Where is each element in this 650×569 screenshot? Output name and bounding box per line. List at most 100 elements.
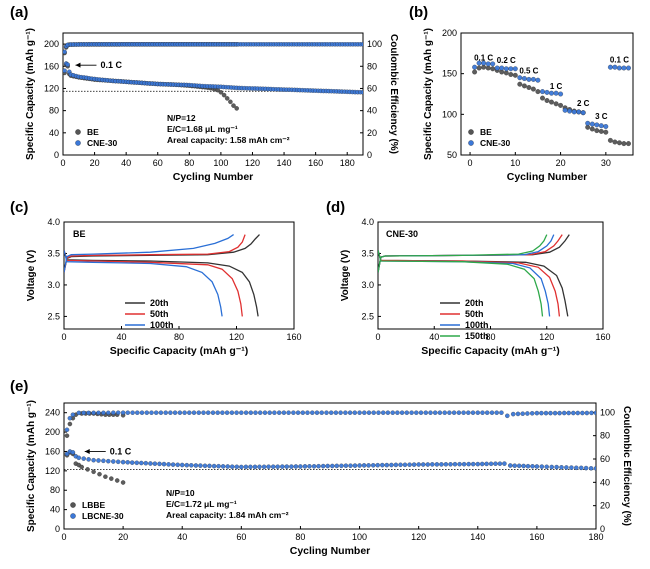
- data-point: [553, 101, 559, 107]
- data-point: [239, 410, 244, 415]
- y2-tick-label: 0: [600, 524, 605, 534]
- data-point: [300, 410, 306, 415]
- x-tick-label: 40: [121, 158, 131, 168]
- data-point: [307, 464, 312, 469]
- panel-label: (d): [326, 199, 345, 216]
- data-point: [481, 64, 487, 70]
- data-point: [120, 410, 126, 415]
- x-tick-label: 160: [286, 332, 301, 342]
- data-point: [198, 463, 203, 468]
- info-line: E/C=1.68 μL mg⁻¹: [167, 124, 238, 134]
- data-point: [360, 42, 363, 47]
- data-point: [243, 410, 249, 415]
- legend-swatch: [75, 140, 81, 146]
- x-tick-label: 160: [595, 332, 610, 342]
- data-point: [270, 464, 276, 469]
- series-line: [64, 250, 223, 317]
- data-point: [539, 464, 545, 469]
- data-point: [70, 450, 76, 455]
- data-point: [461, 410, 466, 415]
- data-point: [91, 457, 96, 463]
- x-tick-label: 140: [277, 158, 292, 168]
- x-tick-label: 180: [340, 158, 355, 168]
- series-group: [64, 234, 260, 317]
- data-point: [135, 410, 140, 415]
- data-point: [224, 96, 230, 101]
- panel-label: (e): [10, 378, 28, 395]
- data-point: [476, 65, 482, 71]
- data-point: [603, 124, 609, 129]
- info-line: N/P=12: [167, 113, 196, 123]
- series-line: [378, 234, 570, 273]
- y2-tick-label: 20: [600, 501, 610, 511]
- data-point: [228, 99, 233, 105]
- y2-axis-title: Coulombic Efficiency (%): [621, 406, 632, 526]
- legend-label: 100th: [150, 320, 174, 330]
- data-point: [567, 108, 573, 114]
- data-point: [540, 89, 545, 95]
- data-point: [211, 463, 217, 469]
- data-point: [91, 469, 96, 475]
- data-point: [311, 464, 317, 469]
- data-point: [584, 410, 590, 416]
- data-point: [330, 463, 335, 469]
- series-group: [63, 42, 363, 111]
- data-point: [267, 410, 272, 415]
- data-point: [552, 410, 558, 416]
- legend-label: CNE-30: [87, 138, 118, 148]
- data-point: [149, 410, 154, 415]
- data-point: [544, 89, 550, 95]
- data-point: [457, 461, 462, 467]
- data-point: [182, 410, 187, 415]
- data-point: [229, 464, 235, 469]
- legend-swatch: [468, 129, 474, 135]
- data-point: [293, 464, 299, 469]
- data-point: [425, 462, 431, 467]
- legend-label: 20th: [465, 298, 484, 308]
- data-point: [562, 107, 568, 113]
- data-point: [106, 410, 111, 416]
- data-point: [402, 462, 408, 468]
- data-point: [184, 462, 190, 468]
- data-point: [177, 410, 183, 415]
- x-tick-label: 0: [468, 158, 473, 168]
- data-point: [76, 455, 82, 461]
- data-point: [583, 465, 589, 471]
- x-axis-title: Cycling Number: [507, 171, 588, 183]
- x-tick-label: 40: [177, 532, 187, 542]
- data-point: [352, 463, 358, 468]
- data-point: [448, 462, 453, 467]
- data-point: [430, 462, 435, 467]
- y2-tick-label: 100: [600, 407, 615, 417]
- series-line: [378, 250, 544, 317]
- rate-label: 0.1 C: [474, 54, 493, 63]
- y-tick-label: 50: [447, 150, 457, 160]
- panel-tag: BE: [73, 229, 86, 239]
- data-point: [361, 463, 367, 468]
- legend-label: LBCNE-30: [82, 511, 124, 521]
- data-point: [161, 461, 167, 467]
- info-line: E/C=1.72 μL mg⁻¹: [166, 499, 237, 509]
- data-point: [302, 464, 308, 469]
- legend-swatch: [70, 502, 76, 508]
- data-point: [510, 411, 516, 417]
- data-point: [612, 64, 618, 70]
- data-point: [193, 463, 199, 468]
- data-point: [516, 463, 522, 469]
- y2-tick-label: 0: [367, 150, 372, 160]
- panel-b: (b) 0 10 20 30 50 100 150 200 Cycling Number Speci…: [409, 4, 634, 183]
- data-point: [549, 464, 554, 470]
- data-point: [437, 410, 443, 415]
- data-point: [479, 461, 485, 467]
- data-point: [621, 65, 627, 71]
- data-point: [488, 461, 494, 467]
- data-point: [626, 141, 631, 147]
- data-point: [96, 458, 101, 463]
- data-point: [96, 410, 101, 416]
- data-point: [343, 463, 349, 468]
- data-point: [79, 464, 84, 470]
- x-tick-label: 120: [245, 158, 260, 168]
- y-tick-label: 0: [55, 524, 60, 534]
- data-point: [521, 463, 526, 469]
- data-point: [163, 410, 168, 415]
